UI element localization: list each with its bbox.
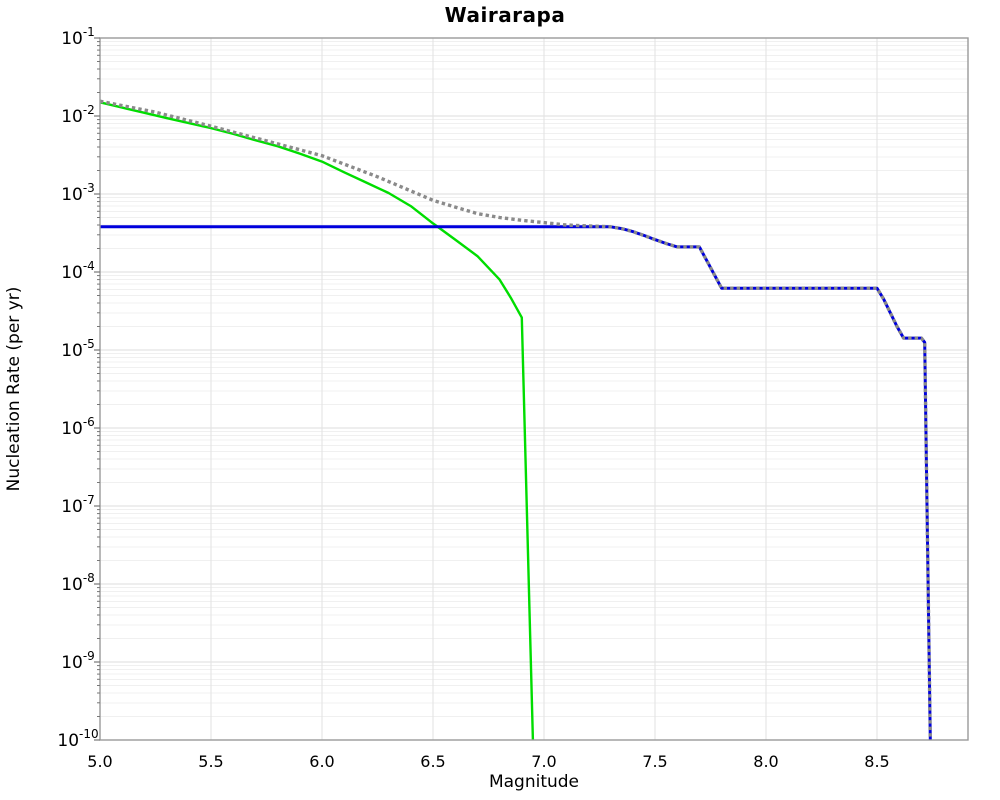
- series-green-solid-line: [99, 101, 535, 741]
- y-tick-label: 10-7: [61, 493, 95, 517]
- x-tick-label: 7.5: [642, 752, 667, 771]
- y-tick-label: 10-4: [61, 259, 95, 283]
- y-tick-label: 10-5: [61, 337, 95, 361]
- y-tick-label: 10-2: [61, 103, 95, 127]
- x-axis-label: Magnitude: [488, 772, 580, 792]
- y-tick-label: 10-6: [61, 415, 95, 439]
- y-tick-label: 10-10: [57, 727, 98, 751]
- chart-title: Wairarapa: [444, 3, 566, 27]
- x-tick-label: 6.5: [420, 752, 445, 771]
- y-tick-label: 10-3: [61, 181, 95, 205]
- x-tick-label: 7.0: [531, 752, 556, 771]
- x-tick-label: 5.0: [87, 752, 112, 771]
- y-tick-label: 10-8: [61, 571, 95, 595]
- x-tick-label: 8.5: [864, 752, 889, 771]
- series-gray-dotted-line: [99, 99, 932, 741]
- axes-border: [99, 37, 969, 741]
- y-tick-label: 10-1: [61, 25, 95, 49]
- y-tick-label: 10-9: [61, 649, 95, 673]
- x-tick-label: 5.5: [198, 752, 223, 771]
- x-tick-label: 6.0: [309, 752, 334, 771]
- x-tick-label: 8.0: [753, 752, 778, 771]
- y-axis-label: Nucleation Rate (per yr): [4, 286, 24, 492]
